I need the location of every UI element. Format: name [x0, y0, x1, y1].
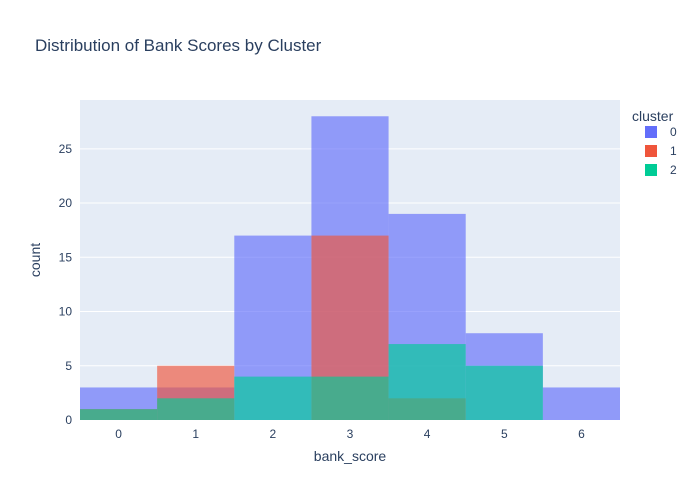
- legend-label: 2: [670, 163, 677, 177]
- bar-cluster-2-score-3: [311, 376, 389, 420]
- legend-title: cluster: [632, 108, 674, 124]
- bar-cluster-2-score-0: [80, 409, 158, 420]
- legend-label: 1: [670, 144, 677, 158]
- x-tick-label: 1: [192, 427, 199, 441]
- bar-cluster-2-score-1: [157, 398, 235, 420]
- x-tick-label: 3: [347, 427, 354, 441]
- legend-swatch-2: [645, 164, 657, 176]
- bar-cluster-2-score-5: [465, 365, 543, 420]
- bars: [80, 116, 620, 421]
- chart-title: Distribution of Bank Scores by Cluster: [35, 36, 322, 55]
- legend: cluster 0 1 2: [632, 108, 677, 177]
- y-tick-label: 15: [59, 250, 73, 264]
- y-axis-ticks: 0 5 10 15 20 25: [59, 142, 73, 427]
- x-axis-title: bank_score: [314, 448, 387, 464]
- x-tick-label: 5: [501, 427, 508, 441]
- legend-label: 0: [670, 125, 677, 139]
- y-tick-label: 25: [59, 142, 73, 156]
- x-tick-label: 6: [578, 427, 585, 441]
- y-tick-label: 10: [59, 305, 73, 319]
- x-tick-label: 0: [115, 427, 122, 441]
- x-tick-label: 4: [424, 427, 431, 441]
- bar-cluster-0-score-6: [542, 387, 620, 420]
- bar-cluster-2-score-4: [388, 344, 466, 420]
- y-tick-label: 20: [59, 196, 73, 210]
- bar-cluster-2-score-2: [234, 376, 312, 420]
- legend-swatch-1: [645, 145, 657, 157]
- legend-swatch-0: [645, 126, 657, 138]
- y-tick-label: 5: [65, 359, 72, 373]
- legend-items: 0 1 2: [645, 125, 677, 177]
- y-tick-label: 0: [65, 413, 72, 427]
- y-axis-title: count: [27, 243, 43, 277]
- x-tick-label: 2: [270, 427, 277, 441]
- x-axis-ticks: 0 1 2 3 4 5 6: [115, 427, 585, 441]
